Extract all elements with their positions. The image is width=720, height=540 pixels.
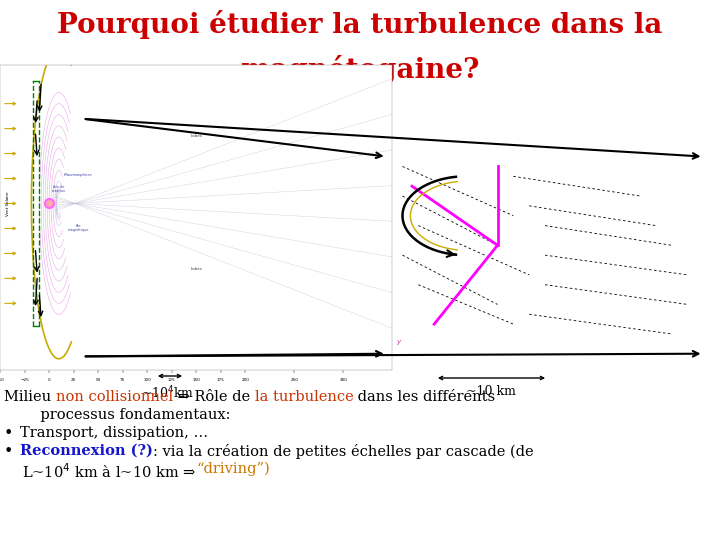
Text: Lobes: Lobes [190,134,202,138]
Text: Reconnexion (?): Reconnexion (?) [20,444,153,458]
Text: non collisionnel: non collisionnel [55,390,173,404]
Text: ~10 km: ~10 km [466,385,516,398]
Text: “driving”): “driving”) [197,462,271,476]
Text: : via la création de petites échelles par cascade (de: : via la création de petites échelles pa… [153,444,534,459]
Text: dans les différents: dans les différents [354,390,495,404]
Text: Pourquoi étudier la turbulence dans la: Pourquoi étudier la turbulence dans la [58,10,662,39]
Text: •: • [4,444,14,459]
Text: L~10$^4$ km à l~10 km ⇒: L~10$^4$ km à l~10 km ⇒ [22,462,197,481]
Text: ⇒ Rôle de: ⇒ Rôle de [173,390,255,404]
Text: la turbulence: la turbulence [255,390,354,404]
Text: magnétogaine?: magnétogaine? [240,55,480,84]
Text: ~10$^4$km: ~10$^4$km [141,385,194,402]
Text: Vent Solaire: Vent Solaire [6,191,10,216]
Text: processus fondamentaux:: processus fondamentaux: [22,408,230,422]
Text: y: y [396,339,400,345]
Text: Plasmasphère: Plasmasphère [64,173,93,177]
Text: Lobes: Lobes [190,267,202,271]
Text: January 16, 2001 - T72003 Tsyganenko #7 - variation aesthin ligné contingen: January 16, 2001 - T72003 Tsyganenko #7 … [2,55,140,59]
Text: Arc de
rotation: Arc de rotation [52,185,66,193]
Text: Transport, dissipation, …: Transport, dissipation, … [20,426,208,440]
Text: Milieu: Milieu [4,390,55,404]
Text: Arc
magnétique: Arc magnétique [68,224,89,232]
Text: •: • [4,426,14,441]
